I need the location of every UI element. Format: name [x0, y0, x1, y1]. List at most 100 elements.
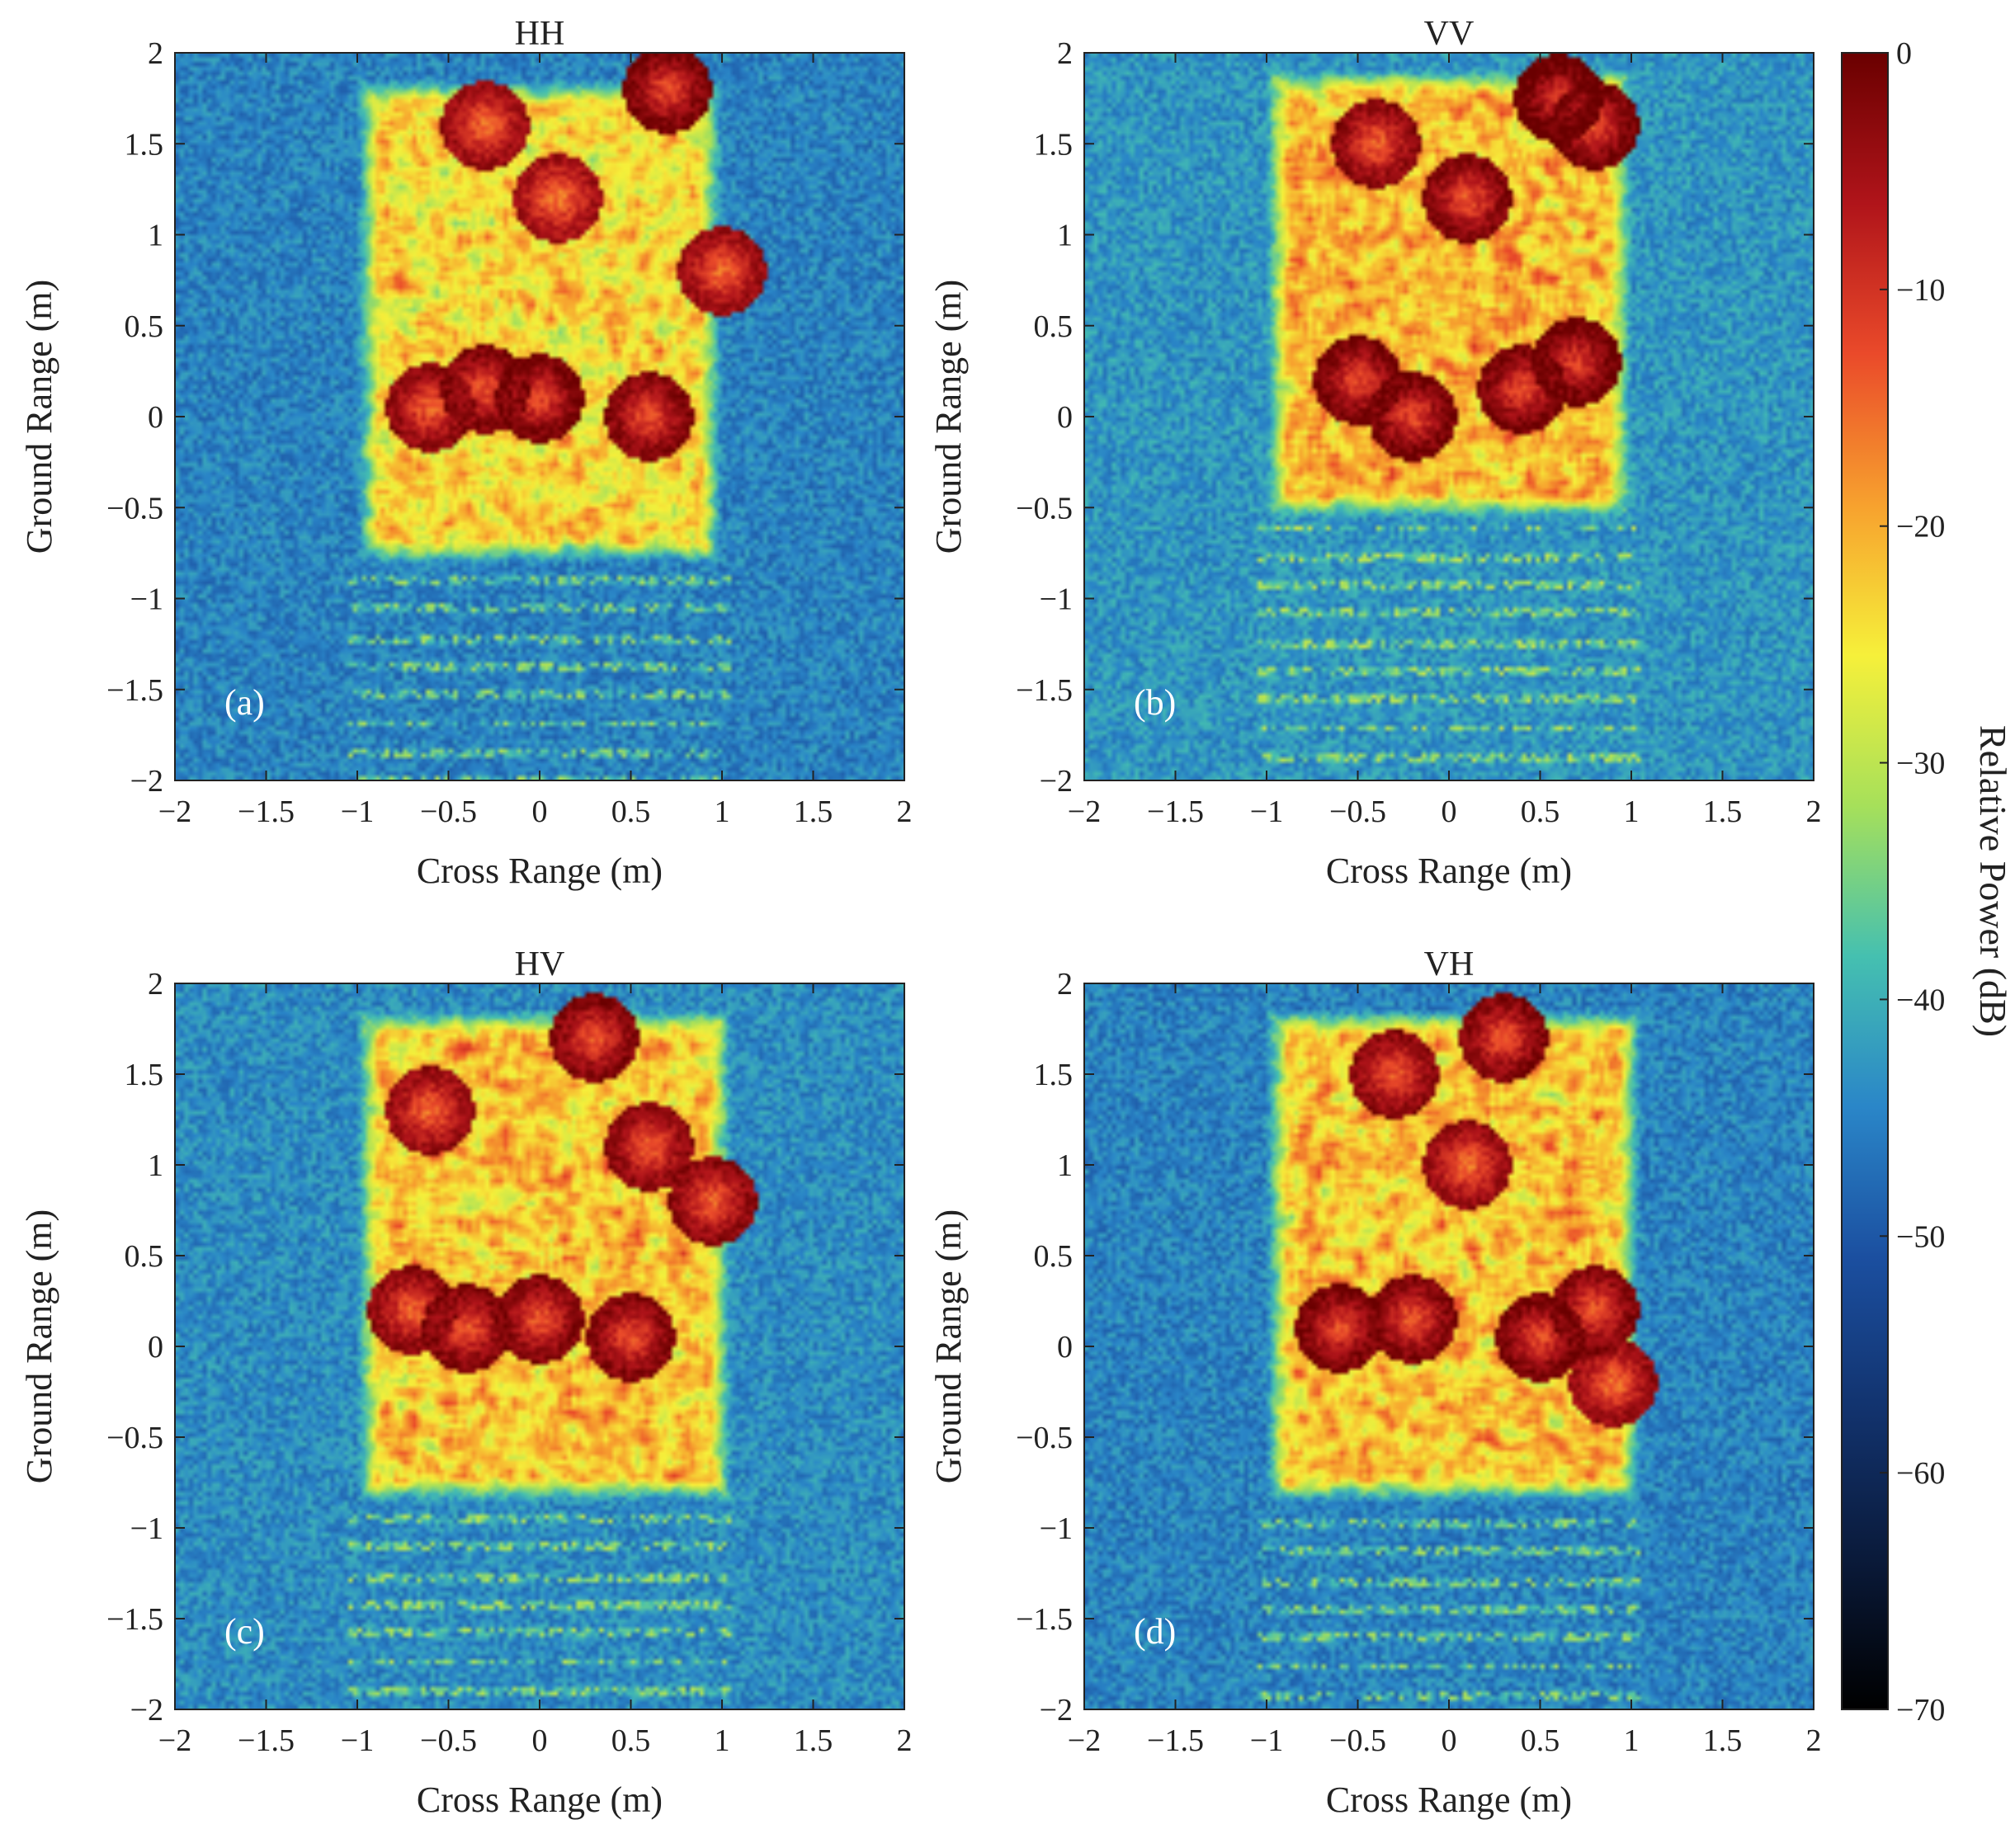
x-tick-label: −1.5	[1147, 794, 1204, 829]
x-tick-label: −1	[1250, 794, 1283, 829]
y-tick-label: 0	[1057, 1330, 1073, 1365]
y-tick-label: −0.5	[106, 491, 163, 526]
y-tick-label: 0	[148, 400, 163, 435]
y-tick-label: 0.5	[1034, 1239, 1074, 1274]
colorbar-tick-label: −60	[1896, 1456, 1945, 1491]
y-tick-label: 2	[148, 967, 163, 1002]
y-axis-label: Ground Range (m)	[928, 280, 969, 554]
y-tick-label: −2	[130, 764, 163, 799]
y-tick-label: 2	[148, 36, 163, 71]
x-tick-label: 2	[1806, 1723, 1822, 1758]
panel-title: VH	[1424, 945, 1475, 983]
y-tick-label: −0.5	[106, 1421, 163, 1455]
y-tick-label: −2	[130, 1693, 163, 1728]
colorbar: 0 −10 −20 −30 −40 −50 −60 −70 Relative Power (dB…	[1841, 36, 2014, 1728]
panel-title: HH	[515, 15, 565, 53]
panel-letter: (c)	[224, 1611, 265, 1652]
x-tick-label: 1	[1624, 794, 1640, 829]
y-tick-label: −1	[130, 1511, 163, 1546]
colorbar-tick-label: −30	[1896, 747, 1945, 781]
x-axis-label: Cross Range (m)	[417, 1780, 663, 1820]
x-tick-label: 1	[1624, 1723, 1640, 1758]
x-axis-label: Cross Range (m)	[1326, 1780, 1572, 1820]
colorbar-tick-label: −40	[1896, 983, 1945, 1017]
colorbar-tick-label: −10	[1896, 273, 1945, 308]
y-tick-label: −0.5	[1016, 491, 1073, 526]
y-tick-label: 2	[1057, 967, 1073, 1002]
x-tick-label: −1.5	[238, 794, 295, 829]
x-tick-label: 0	[532, 794, 548, 829]
x-tick-label: 0.5	[611, 794, 651, 829]
x-tick-label: −0.5	[420, 794, 477, 829]
colorbar-tick-label: −20	[1896, 510, 1945, 544]
y-tick-label: 1	[1057, 219, 1073, 253]
y-tick-label: 1	[1057, 1148, 1073, 1183]
x-tick-label: 2	[897, 1723, 913, 1758]
y-tick-label: 2	[1057, 36, 1073, 71]
panel-letter: (d)	[1134, 1611, 1176, 1652]
x-tick-label: −0.5	[1329, 794, 1386, 829]
y-axis-label: Ground Range (m)	[19, 1209, 59, 1483]
colorbar-tick-label: −70	[1896, 1693, 1945, 1728]
y-tick-label: 0	[1057, 400, 1073, 435]
x-tick-label: 2	[1806, 794, 1822, 829]
x-tick-label: −1.5	[1147, 1723, 1204, 1758]
x-tick-label: 1.5	[794, 794, 833, 829]
y-tick-label: 1.5	[1034, 1058, 1074, 1092]
x-tick-label: −0.5	[420, 1723, 477, 1758]
x-tick-label: −1	[341, 794, 374, 829]
y-tick-label: −1	[130, 582, 163, 617]
y-tick-label: −1.5	[106, 1602, 163, 1637]
x-tick-label: 1.5	[1703, 1723, 1743, 1758]
x-tick-label: −2	[158, 794, 191, 829]
panel-vh: −2 −1.5 −1 −0.5 0 0.5 1 1.5 2 2 1.5 1 0.5 0 −0.5 −1 −1.5…	[928, 945, 1822, 1820]
y-axis-label: Ground Range (m)	[19, 280, 59, 554]
x-axis-label: Cross Range (m)	[417, 851, 663, 891]
y-tick-label: 0	[148, 1330, 163, 1365]
heatmap-image	[175, 53, 904, 780]
heatmap-image	[1084, 53, 1814, 780]
x-tick-label: 0	[1442, 794, 1457, 829]
y-tick-label: 0.5	[1034, 309, 1074, 344]
y-tick-label: 0.5	[125, 1239, 164, 1274]
x-axis-label: Cross Range (m)	[1326, 851, 1572, 891]
y-tick-label: −0.5	[1016, 1421, 1073, 1455]
x-tick-label: −1	[341, 1723, 374, 1758]
y-tick-label: −2	[1040, 764, 1073, 799]
panel-hv: −2 −1.5 −1 −0.5 0 0.5 1 1.5 2 2 1.5 1 0.5 0 −0.5 −1 −1.5…	[19, 945, 913, 1820]
y-tick-label: −1.5	[106, 673, 163, 708]
heatmap-image	[1084, 983, 1814, 1709]
x-tick-label: −1	[1250, 1723, 1283, 1758]
x-tick-label: −2	[158, 1723, 191, 1758]
x-tick-label: 1.5	[794, 1723, 833, 1758]
panel-letter: (b)	[1134, 682, 1176, 723]
x-tick-label: −2	[1068, 1723, 1101, 1758]
y-axis-label: Ground Range (m)	[928, 1209, 969, 1483]
heatmap-image	[175, 983, 904, 1709]
colorbar-tick-label: 0	[1896, 36, 1912, 71]
y-tick-label: −1	[1040, 582, 1073, 617]
colorbar-label: Relative Power (dB)	[1972, 725, 2014, 1037]
x-tick-label: 1.5	[1703, 794, 1743, 829]
y-tick-label: −2	[1040, 1693, 1073, 1728]
x-tick-label: −2	[1068, 794, 1101, 829]
x-tick-label: 2	[897, 794, 913, 829]
y-tick-label: 1.5	[125, 127, 164, 162]
x-tick-label: 1	[715, 1723, 730, 1758]
x-tick-label: 0	[1442, 1723, 1457, 1758]
panel-title: VV	[1424, 15, 1475, 53]
x-tick-label: 0.5	[1521, 794, 1560, 829]
colorbar-gradient	[1841, 52, 1889, 1710]
y-tick-label: −1.5	[1016, 673, 1073, 708]
panel-title: HV	[515, 945, 565, 983]
x-tick-label: −0.5	[1329, 1723, 1386, 1758]
y-tick-label: −1	[1040, 1511, 1073, 1546]
panel-vv: −2 −1.5 −1 −0.5 0 0.5 1 1.5 2 2 1.5 1 0.5 0 −0.5 −1 −1.5…	[928, 15, 1822, 891]
x-tick-label: 1	[715, 794, 730, 829]
y-tick-label: 1	[148, 1148, 163, 1183]
y-tick-label: 1.5	[125, 1058, 164, 1092]
x-tick-label: 0.5	[611, 1723, 651, 1758]
panel-letter: (a)	[224, 682, 265, 723]
y-tick-label: 1.5	[1034, 127, 1074, 162]
